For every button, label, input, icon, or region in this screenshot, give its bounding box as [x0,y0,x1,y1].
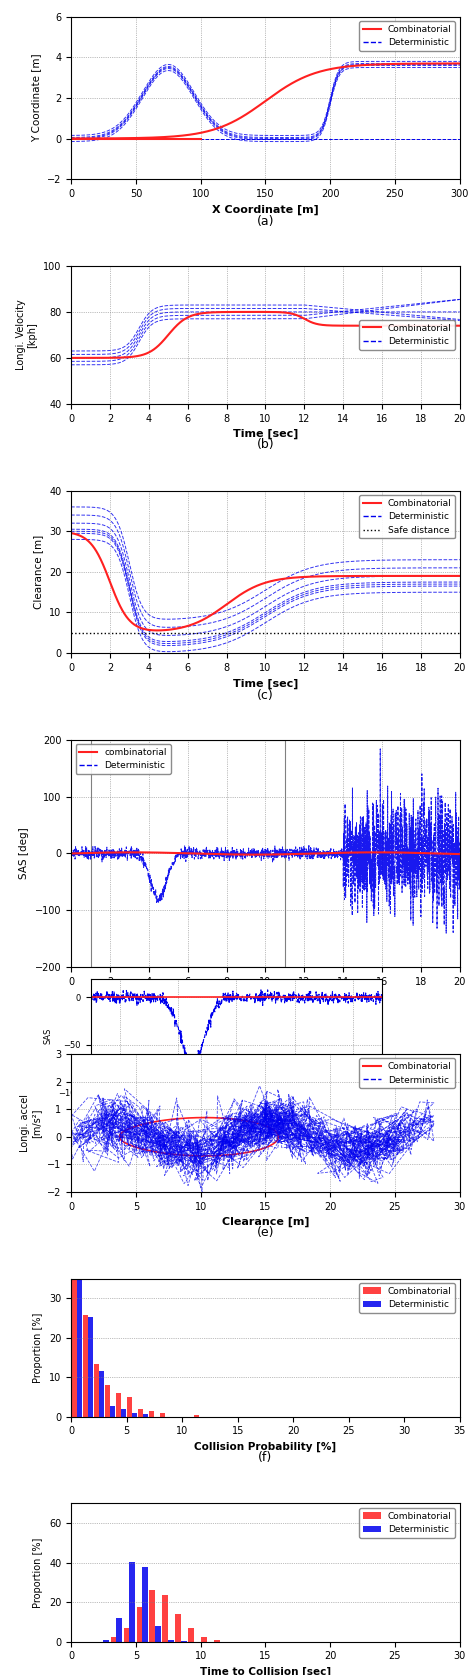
Y-axis label: Longi. accel
[m/s²]: Longi. accel [m/s²] [20,1094,41,1152]
Bar [110,1636,117,1642]
Bar [138,1409,143,1417]
Bar [72,1270,77,1417]
Bar [142,1566,148,1642]
Bar [129,1563,135,1642]
Bar [163,1595,168,1642]
Bar [161,1412,165,1417]
Legend: Combinatorial, Deterministic: Combinatorial, Deterministic [359,1059,455,1089]
Text: (c): (c) [257,688,274,702]
Legend: Combinatorial, Deterministic, Safe distance: Combinatorial, Deterministic, Safe dista… [359,496,455,538]
Bar [91,740,285,966]
Legend: Combinatorial, Deterministic: Combinatorial, Deterministic [359,1508,455,1538]
Bar [155,1626,161,1642]
Y-axis label: Proportion [%]: Proportion [%] [34,1313,44,1384]
Bar [110,1407,115,1417]
X-axis label: Collision Probability [%]: Collision Probability [%] [194,1442,337,1452]
Bar [94,1363,99,1417]
X-axis label: Clearance [m]: Clearance [m] [222,1218,309,1228]
Bar [105,1385,110,1417]
X-axis label: Time [sec]: Time [sec] [233,678,298,688]
Y-axis label: Proportion [%]: Proportion [%] [34,1538,44,1608]
Bar [188,1628,194,1642]
Legend: Combinatorial, Deterministic: Combinatorial, Deterministic [359,320,455,350]
Bar [117,1618,122,1642]
Bar [149,1590,155,1641]
Bar [77,1193,82,1417]
Legend: combinatorial, Deterministic: combinatorial, Deterministic [76,744,171,774]
Y-axis label: Y Coordinate [m]: Y Coordinate [m] [31,54,41,142]
Safe distance [68,623,74,643]
Bar [137,1608,142,1642]
Text: (a): (a) [257,214,274,228]
Y-axis label: Clearance [m]: Clearance [m] [34,534,44,610]
X-axis label: Time to Collision [sec]: Time to Collision [sec] [200,1667,331,1675]
Text: (f): (f) [258,1451,273,1464]
Text: (d): (d) [256,1127,274,1141]
Y-axis label: Longi. Velocity
[kph]: Longi. Velocity [kph] [16,300,37,370]
Text: (b): (b) [256,439,274,451]
Bar [132,1412,137,1417]
Y-axis label: SAS [deg]: SAS [deg] [19,827,29,879]
Bar [201,1636,207,1642]
Bar [116,1394,121,1417]
Bar [143,1414,148,1417]
X-axis label: X Coordinate [m]: X Coordinate [m] [212,204,319,214]
Legend: Combinatorial, Deterministic: Combinatorial, Deterministic [359,22,455,50]
Bar [168,1640,174,1642]
Safe distance [88,623,93,643]
Bar [88,1317,93,1417]
Bar [121,1409,126,1417]
Bar [127,1397,132,1417]
Bar [99,1370,104,1417]
X-axis label: Time [sec]: Time [sec] [233,429,298,439]
X-axis label: Time [sec]: Time [sec] [233,992,298,1003]
Bar [175,1615,181,1642]
Bar [149,1412,155,1417]
Bar [83,1315,88,1417]
Bar [124,1628,129,1642]
Legend: Combinatorial, Deterministic: Combinatorial, Deterministic [359,1283,455,1313]
Text: (e): (e) [257,1226,274,1240]
